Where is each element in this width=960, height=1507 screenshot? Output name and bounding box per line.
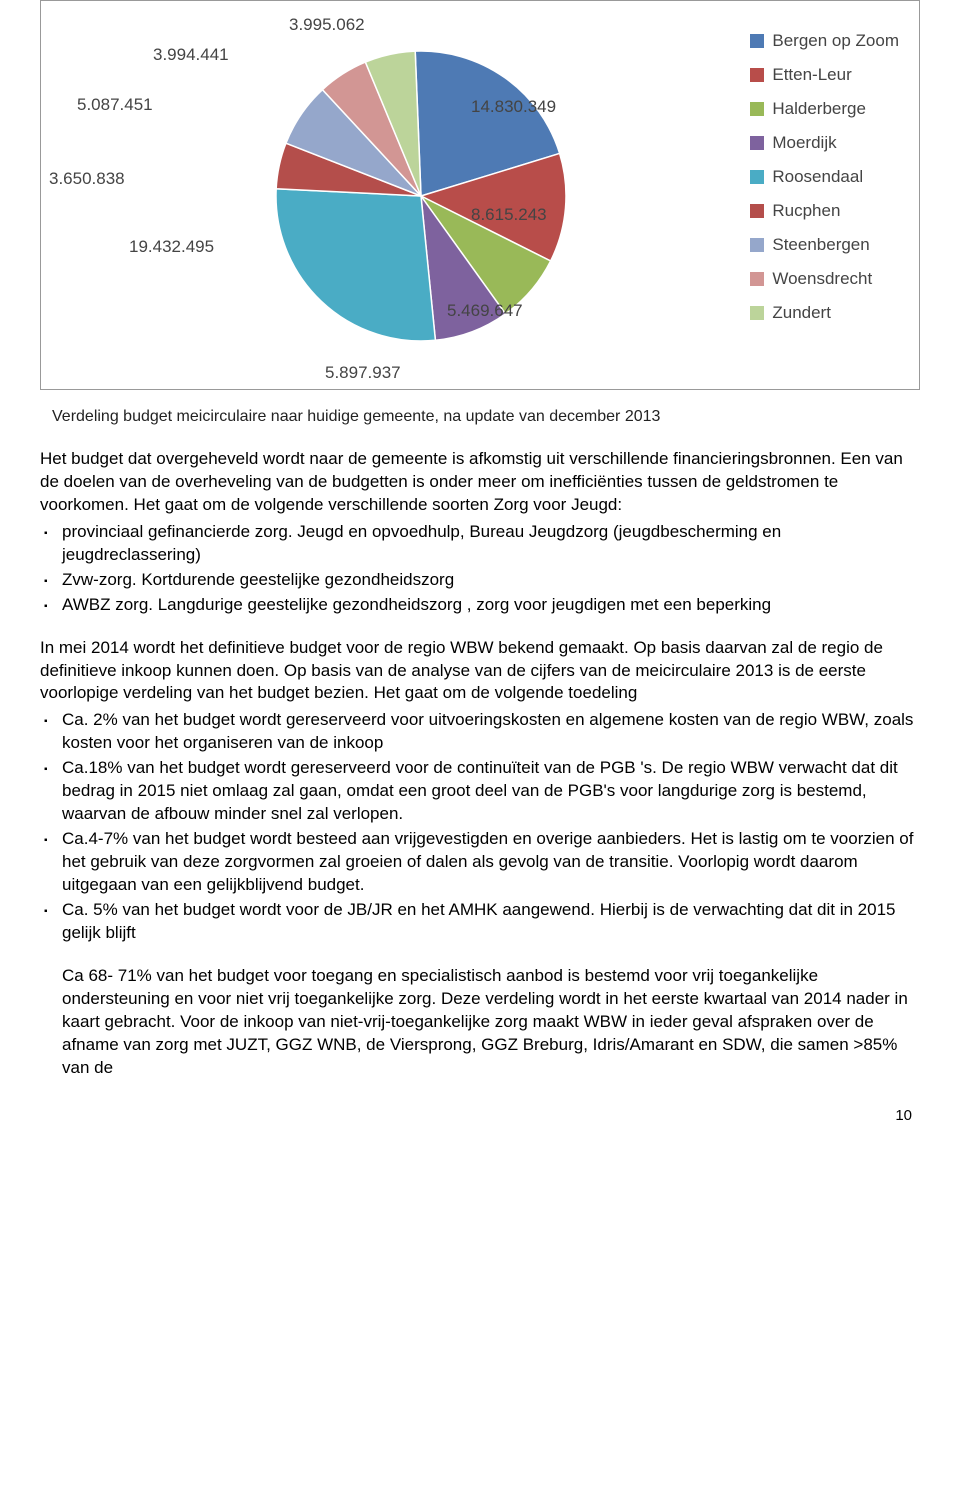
legend-label: Moerdijk	[772, 133, 836, 153]
legend-label: Bergen op Zoom	[772, 31, 899, 51]
pie-slice-value-label: 14.830.349	[471, 97, 556, 117]
bullet-list-budget-allocation: Ca. 2% van het budget wordt gereserveerd…	[40, 709, 920, 944]
page-number: 10	[40, 1107, 920, 1124]
list-item: Ca.4-7% van het budget wordt besteed aan…	[40, 828, 920, 897]
pie-slice-value-label: 5.897.937	[325, 363, 401, 383]
legend-swatch	[750, 102, 764, 116]
legend-item: Etten-Leur	[750, 65, 899, 85]
legend-swatch	[750, 272, 764, 286]
pie-slice-value-label: 19.432.495	[129, 237, 214, 257]
legend-item: Moerdijk	[750, 133, 899, 153]
chart-legend: Bergen op Zoom Etten-Leur Halderberge Moerd…	[750, 31, 899, 323]
pie-slice	[276, 189, 435, 341]
legend-swatch	[750, 34, 764, 48]
pie-chart	[271, 46, 571, 346]
pie-chart-container: 14.830.349 8.615.243 5.469.647 5.897.937 19.…	[40, 0, 920, 390]
legend-label: Steenbergen	[772, 235, 869, 255]
paragraph-continuation: Ca 68- 71% van het budget voor toegang e…	[40, 965, 920, 1080]
list-item: AWBZ zorg. Langdurige geestelijke gezond…	[40, 594, 920, 617]
legend-label: Zundert	[772, 303, 831, 323]
legend-swatch	[750, 204, 764, 218]
list-item: Ca. 5% van het budget wordt voor de JB/J…	[40, 899, 920, 945]
bullet-list-zorg-types: provinciaal gefinancierde zorg. Jeugd en…	[40, 521, 920, 617]
legend-label: Rucphen	[772, 201, 840, 221]
legend-item: Steenbergen	[750, 235, 899, 255]
legend-item: Rucphen	[750, 201, 899, 221]
pie-slice-value-label: 3.994.441	[153, 45, 229, 65]
legend-swatch	[750, 136, 764, 150]
legend-item: Woensdrecht	[750, 269, 899, 289]
legend-swatch	[750, 170, 764, 184]
legend-item: Zundert	[750, 303, 899, 323]
pie-slice-value-label: 5.469.647	[447, 301, 523, 321]
legend-swatch	[750, 68, 764, 82]
pie-slice-value-label: 5.087.451	[77, 95, 153, 115]
document-body: Het budget dat overgeheveld wordt naar d…	[40, 448, 920, 1079]
legend-label: Halderberge	[772, 99, 866, 119]
legend-label: Etten-Leur	[772, 65, 851, 85]
legend-label: Roosendaal	[772, 167, 863, 187]
list-item: Ca. 2% van het budget wordt gereserveerd…	[40, 709, 920, 755]
paragraph-intro: Het budget dat overgeheveld wordt naar d…	[40, 448, 920, 517]
list-item: Zvw-zorg. Kortdurende geestelijke gezond…	[40, 569, 920, 592]
legend-label: Woensdrecht	[772, 269, 872, 289]
chart-caption: Verdeling budget meicirculaire naar huid…	[52, 408, 920, 426]
legend-item: Bergen op Zoom	[750, 31, 899, 51]
pie-slice-value-label: 3.650.838	[49, 169, 125, 189]
legend-swatch	[750, 306, 764, 320]
list-item: Ca.18% van het budget wordt gereserveerd…	[40, 757, 920, 826]
paragraph-budget-intro: In mei 2014 wordt het definitieve budget…	[40, 637, 920, 706]
pie-slice-value-label: 3.995.062	[289, 15, 365, 35]
legend-item: Roosendaal	[750, 167, 899, 187]
legend-swatch	[750, 238, 764, 252]
pie-slice-value-label: 8.615.243	[471, 205, 547, 225]
legend-item: Halderberge	[750, 99, 899, 119]
list-item: provinciaal gefinancierde zorg. Jeugd en…	[40, 521, 920, 567]
